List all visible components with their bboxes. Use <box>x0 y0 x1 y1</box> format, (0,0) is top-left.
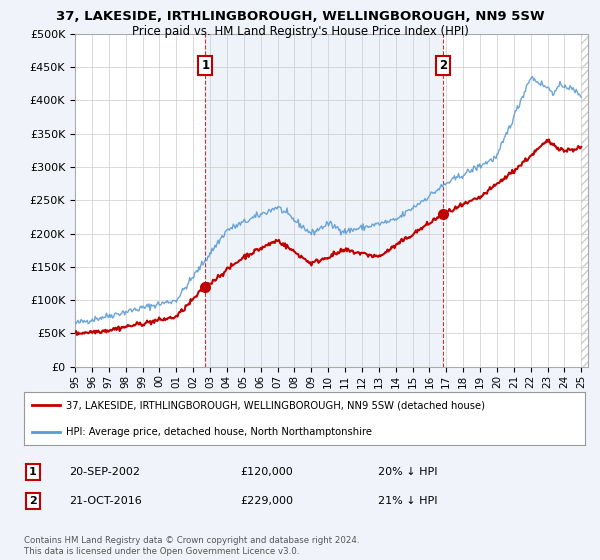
Text: 21% ↓ HPI: 21% ↓ HPI <box>378 496 437 506</box>
Text: 2: 2 <box>29 496 37 506</box>
Bar <box>581 34 590 367</box>
Text: £120,000: £120,000 <box>240 467 293 477</box>
Text: Contains HM Land Registry data © Crown copyright and database right 2024.
This d: Contains HM Land Registry data © Crown c… <box>24 536 359 556</box>
Text: 20% ↓ HPI: 20% ↓ HPI <box>378 467 437 477</box>
Bar <box>205 34 443 367</box>
Text: 1: 1 <box>201 59 209 72</box>
Text: HPI: Average price, detached house, North Northamptonshire: HPI: Average price, detached house, Nort… <box>66 427 372 437</box>
Text: 37, LAKESIDE, IRTHLINGBOROUGH, WELLINGBOROUGH, NN9 5SW (detached house): 37, LAKESIDE, IRTHLINGBOROUGH, WELLINGBO… <box>66 400 485 410</box>
Text: 20-SEP-2002: 20-SEP-2002 <box>69 467 140 477</box>
Text: £229,000: £229,000 <box>240 496 293 506</box>
Text: 37, LAKESIDE, IRTHLINGBOROUGH, WELLINGBOROUGH, NN9 5SW: 37, LAKESIDE, IRTHLINGBOROUGH, WELLINGBO… <box>56 10 544 23</box>
Text: 21-OCT-2016: 21-OCT-2016 <box>69 496 142 506</box>
Text: Price paid vs. HM Land Registry's House Price Index (HPI): Price paid vs. HM Land Registry's House … <box>131 25 469 38</box>
Text: 2: 2 <box>439 59 447 72</box>
Text: 1: 1 <box>29 467 37 477</box>
